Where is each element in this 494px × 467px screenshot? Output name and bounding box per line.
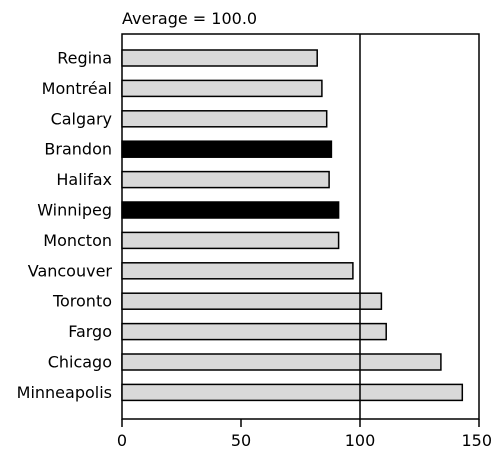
bar-winnipeg xyxy=(121,201,340,219)
category-label-fargo: Fargo xyxy=(68,322,112,341)
bars-group xyxy=(121,49,464,402)
bar-vancouver xyxy=(121,262,354,280)
category-label-toronto: Toronto xyxy=(52,292,112,311)
x-tick-label: 0 xyxy=(117,431,127,450)
bar-chicago xyxy=(121,353,442,371)
category-label-winnipeg: Winnipeg xyxy=(37,201,112,220)
category-label-chicago: Chicago xyxy=(48,353,112,372)
bar-fargo xyxy=(121,322,387,341)
bar-halifax xyxy=(121,170,330,189)
x-axis-ticks-group: 0 50 100 150 xyxy=(117,419,492,450)
category-label-minneapolis: Minneapolis xyxy=(17,383,112,402)
category-label-moncton: Moncton xyxy=(43,231,112,250)
bar-brandon xyxy=(121,140,333,158)
x-tick-label: 150 xyxy=(461,431,492,450)
bar-minneapolis xyxy=(121,383,464,402)
category-label-regina: Regina xyxy=(57,49,112,68)
x-tick-label: 100 xyxy=(345,431,376,450)
bar-calgary xyxy=(121,110,328,128)
category-label-vancouver: Vancouver xyxy=(28,261,113,280)
x-tick-label: 50 xyxy=(231,431,251,450)
category-label-calgary: Calgary xyxy=(51,109,112,128)
category-label-montreal: Montréal xyxy=(42,79,112,98)
category-labels-group: Regina Montréal Calgary Brandon Halifax Winni… xyxy=(17,49,113,402)
bar-regina xyxy=(121,49,318,67)
category-label-halifax: Halifax xyxy=(56,170,112,189)
bar-moncton xyxy=(121,231,340,250)
plot-frame xyxy=(121,33,480,420)
average-annotation: Average = 100.0 xyxy=(122,9,257,28)
category-label-brandon: Brandon xyxy=(44,140,112,159)
bar-toronto xyxy=(121,292,383,310)
bar-montreal xyxy=(121,79,323,98)
